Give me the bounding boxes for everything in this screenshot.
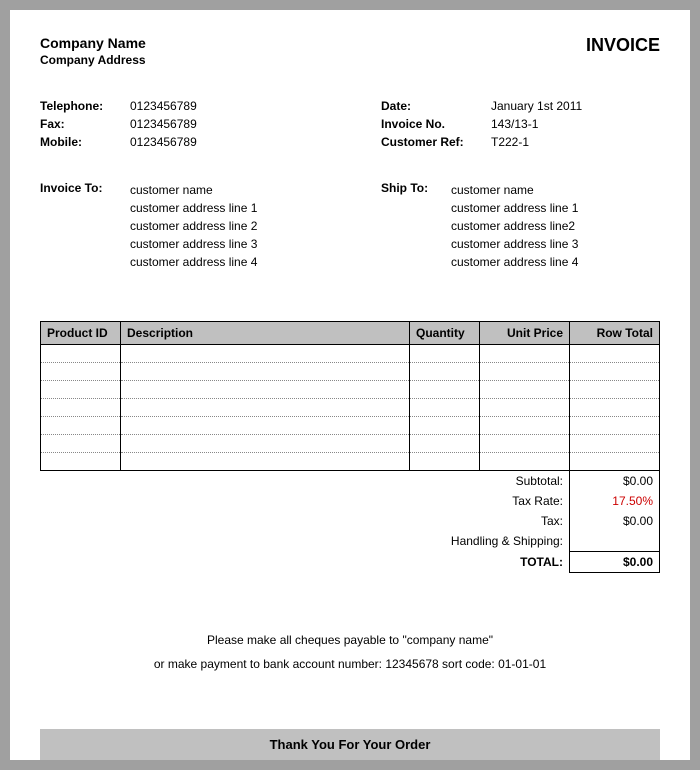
totals-table: Subtotal: $0.00 Tax Rate: 17.50% Tax: $0…	[40, 471, 660, 573]
total-value: $0.00	[570, 551, 660, 572]
invoice-to-line: customer address line 1	[130, 199, 257, 217]
subtotal-row: Subtotal: $0.00	[40, 471, 660, 491]
ship-to-block: Ship To: customer name customer address …	[381, 181, 660, 271]
ship-to-line: customer address line 1	[451, 199, 578, 217]
subtotal-value: $0.00	[570, 471, 660, 491]
table-row	[41, 345, 660, 363]
invoice-to-line: customer address line 2	[130, 217, 257, 235]
company-name: Company Name	[40, 35, 146, 51]
shipping-row: Handling & Shipping:	[40, 531, 660, 551]
tax-rate-value: 17.50%	[570, 491, 660, 511]
ship-to-line: customer address line 3	[451, 235, 578, 253]
ship-to-line: customer address line2	[451, 217, 578, 235]
items-table: Product ID Description Quantity Unit Pri…	[40, 321, 660, 471]
invoice-no-value: 143/13-1	[491, 115, 538, 133]
mobile-value: 0123456789	[130, 133, 197, 151]
table-row	[41, 381, 660, 399]
date-value: January 1st 2011	[491, 97, 582, 115]
addresses-row: Invoice To: customer name customer addre…	[40, 181, 660, 271]
customer-ref-value: T222-1	[491, 133, 529, 151]
telephone-value: 0123456789	[130, 97, 197, 115]
invoice-to-line: customer address line 3	[130, 235, 257, 253]
tax-row: Tax: $0.00	[40, 511, 660, 531]
col-quantity: Quantity	[410, 322, 480, 345]
total-label: TOTAL:	[40, 551, 570, 572]
total-row: TOTAL: $0.00	[40, 551, 660, 572]
table-row	[41, 453, 660, 471]
thank-you-footer: Thank You For Your Order	[40, 729, 660, 760]
payment-line-1: Please make all cheques payable to "comp…	[40, 628, 660, 652]
ship-to-line: customer name	[451, 181, 578, 199]
col-product-id: Product ID	[41, 322, 121, 345]
tax-rate-label: Tax Rate:	[40, 491, 570, 511]
company-block: Company Name Company Address	[40, 35, 146, 67]
invoice-no-label: Invoice No.	[381, 115, 491, 133]
invoice-to-label: Invoice To:	[40, 181, 130, 271]
telephone-label: Telephone:	[40, 97, 130, 115]
tax-value: $0.00	[570, 511, 660, 531]
mobile-label: Mobile:	[40, 133, 130, 151]
table-row	[41, 435, 660, 453]
customer-ref-label: Customer Ref:	[381, 133, 491, 151]
invoice-to-lines: customer name customer address line 1 cu…	[130, 181, 257, 271]
invoice-to-block: Invoice To: customer name customer addre…	[40, 181, 381, 271]
subtotal-label: Subtotal:	[40, 471, 570, 491]
invoice-to-line: customer address line 4	[130, 253, 257, 271]
meta-block: Date:January 1st 2011 Invoice No.143/13-…	[381, 97, 660, 151]
col-description: Description	[121, 322, 410, 345]
tax-label: Tax:	[40, 511, 570, 531]
contact-block: Telephone:0123456789 Fax:0123456789 Mobi…	[40, 97, 381, 151]
table-row	[41, 399, 660, 417]
ship-to-line: customer address line 4	[451, 253, 578, 271]
tax-rate-row: Tax Rate: 17.50%	[40, 491, 660, 511]
contact-meta-row: Telephone:0123456789 Fax:0123456789 Mobi…	[40, 97, 660, 151]
fax-label: Fax:	[40, 115, 130, 133]
fax-value: 0123456789	[130, 115, 197, 133]
ship-to-label: Ship To:	[381, 181, 451, 271]
table-row	[41, 417, 660, 435]
items-body	[41, 345, 660, 471]
table-row	[41, 363, 660, 381]
col-row-total: Row Total	[570, 322, 660, 345]
ship-to-lines: customer name customer address line 1 cu…	[451, 181, 578, 271]
invoice-page: Company Name Company Address INVOICE Tel…	[10, 10, 690, 760]
payment-info: Please make all cheques payable to "comp…	[40, 628, 660, 676]
company-address: Company Address	[40, 53, 146, 67]
header-row: Company Name Company Address INVOICE	[40, 35, 660, 67]
shipping-label: Handling & Shipping:	[40, 531, 570, 551]
shipping-value	[570, 531, 660, 551]
items-header-row: Product ID Description Quantity Unit Pri…	[41, 322, 660, 345]
date-label: Date:	[381, 97, 491, 115]
invoice-to-line: customer name	[130, 181, 257, 199]
col-unit-price: Unit Price	[480, 322, 570, 345]
invoice-title: INVOICE	[586, 35, 660, 67]
payment-line-2: or make payment to bank account number: …	[40, 652, 660, 676]
